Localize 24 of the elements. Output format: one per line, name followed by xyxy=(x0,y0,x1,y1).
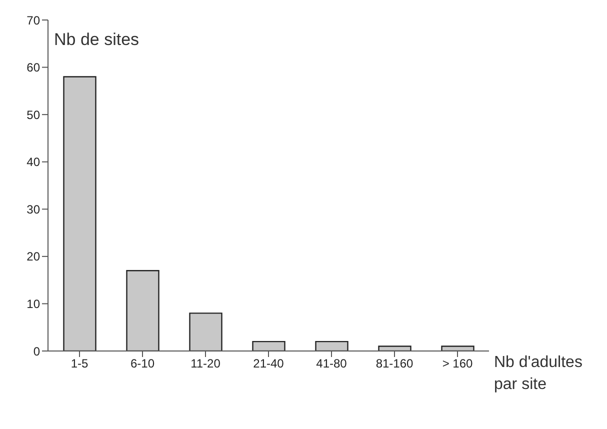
bar xyxy=(252,340,286,351)
bar xyxy=(315,340,348,351)
y-axis-title: Nb de sites xyxy=(54,30,140,50)
y-tick-label: 0 xyxy=(33,344,40,358)
y-tick-label: 70 xyxy=(26,13,40,28)
x-tick-label: > 160 xyxy=(442,356,473,371)
bar xyxy=(378,346,412,351)
x-tick-label: 1-5 xyxy=(70,356,88,371)
bar xyxy=(126,270,160,351)
y-tick-label: 20 xyxy=(26,250,40,264)
x-tick-label: 81-160 xyxy=(376,356,414,371)
y-tick-label: 60 xyxy=(26,60,40,75)
x-tick-label: 6-10 xyxy=(130,356,155,371)
y-tick-label: 50 xyxy=(26,108,40,122)
bar xyxy=(441,346,474,351)
bar xyxy=(189,312,222,351)
y-tick-label: 40 xyxy=(26,155,40,170)
x-tick-label: 41-80 xyxy=(316,356,348,371)
y-tick-label: 30 xyxy=(26,202,40,216)
bar xyxy=(63,76,96,351)
x-tick-label: 11-20 xyxy=(190,356,221,371)
x-axis-title: Nb d'adultes par site xyxy=(494,353,582,395)
x-tick-label: 21-40 xyxy=(253,356,284,371)
y-tick-label: 10 xyxy=(26,296,40,311)
